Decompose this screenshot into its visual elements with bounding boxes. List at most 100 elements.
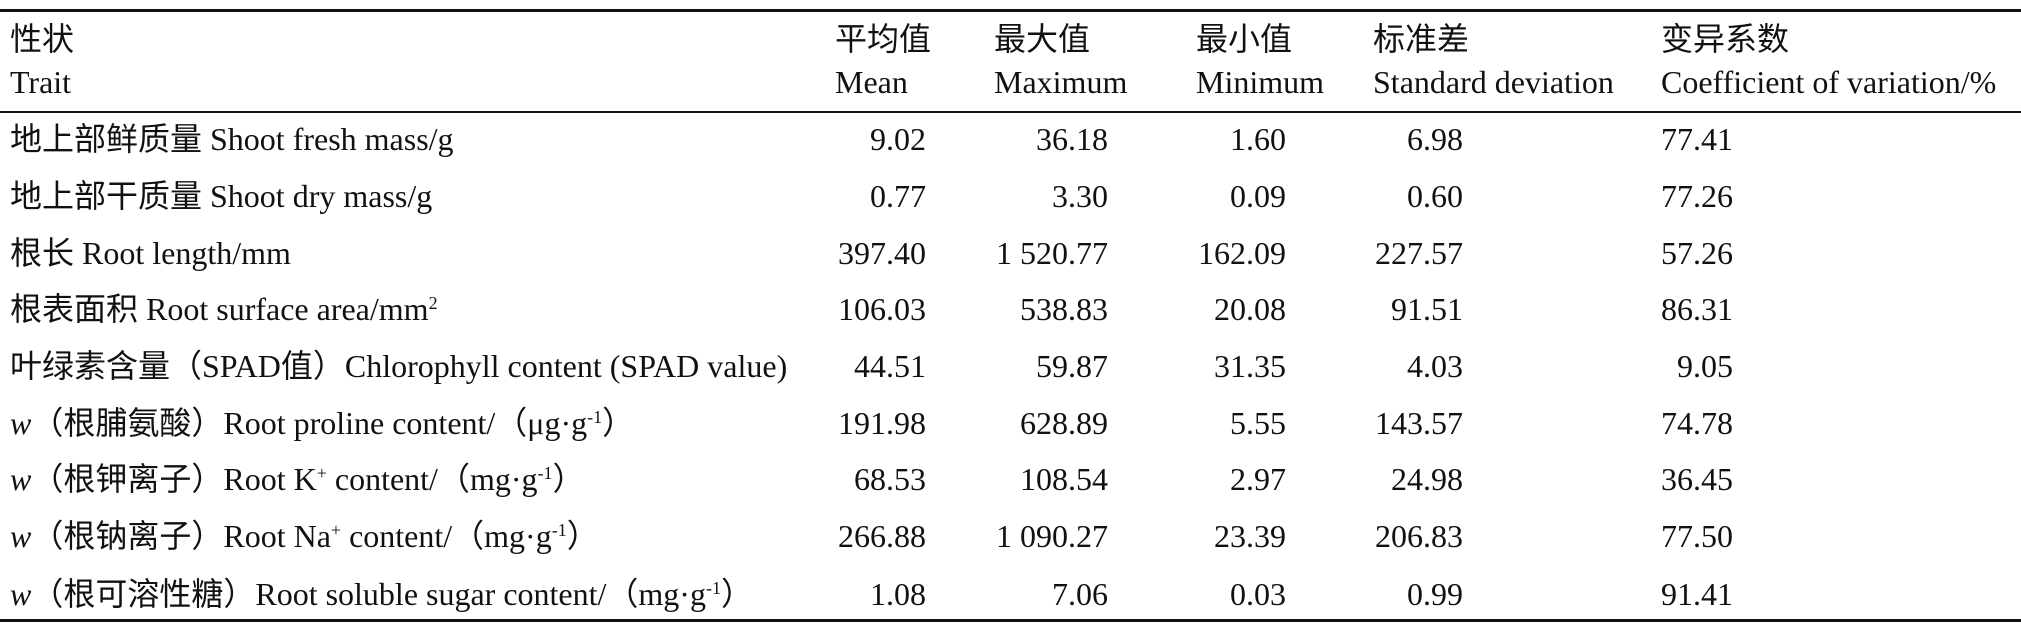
- cv-value: 77.41: [1661, 121, 1733, 157]
- std-value: 206.83: [1375, 518, 1463, 554]
- cv-value: 77.26: [1661, 178, 1733, 214]
- minimum-value: 31.35: [1214, 348, 1286, 384]
- trait-text: 根表面积 Root surface area/mm: [10, 291, 429, 327]
- header-cv-zh: 变异系数: [1661, 21, 1790, 57]
- trait-superscript: +: [316, 463, 327, 483]
- mean-value: 266.88: [838, 518, 926, 554]
- header-mean-zh: 平均值: [835, 21, 932, 57]
- maximum-value: 3.30: [1052, 178, 1108, 214]
- header-row-en: Trait Mean Maximum Minimum Standard devi…: [0, 62, 2021, 102]
- std-value: 227.57: [1375, 235, 1463, 271]
- trait-text-tail: ）: [602, 405, 635, 441]
- trait-cell: 地上部干质量 Shoot dry mass/g: [10, 176, 432, 216]
- trait-text: （根钾离子）Root K: [31, 461, 317, 497]
- mean-value: 9.02: [870, 121, 926, 157]
- trait-cell: 根长 Root length/mm: [10, 233, 291, 273]
- table-row: w（根钠离子）Root Na+ content/（mg·g-1） 266.88 …: [0, 516, 2021, 556]
- maximum-value: 628.89: [1020, 405, 1108, 441]
- maximum-value: 59.87: [1036, 348, 1108, 384]
- cv-value: 36.45: [1661, 461, 1733, 497]
- trait-text: content/（mg·g: [326, 461, 538, 497]
- table-row: 地上部鲜质量 Shoot fresh mass/g 9.02 36.18 1.6…: [0, 119, 2021, 159]
- trait-variable: w: [10, 461, 32, 497]
- minimum-value: 2.97: [1230, 461, 1286, 497]
- header-minimum-en: Minimum: [1196, 64, 1325, 100]
- std-value: 91.51: [1391, 291, 1463, 327]
- cv-value: 9.05: [1677, 348, 1733, 384]
- header-minimum-zh: 最小值: [1196, 21, 1293, 57]
- trait-superscript: -1: [551, 520, 567, 540]
- maximum-value: 7.06: [1052, 576, 1108, 612]
- maximum-value: 1 090.27: [996, 518, 1108, 554]
- header-cv-en: Coefficient of variation/%: [1661, 64, 1997, 100]
- trait-text: （根脯氨酸）Root proline content/（μg·g: [31, 405, 588, 441]
- bottom-rule: [0, 619, 2021, 622]
- trait-cell: 地上部鲜质量 Shoot fresh mass/g: [10, 119, 454, 159]
- std-value: 4.03: [1407, 348, 1463, 384]
- header-rule: [0, 111, 2021, 113]
- trait-variable: w: [10, 576, 32, 612]
- trait-text: content/（mg·g: [341, 518, 552, 554]
- maximum-value: 538.83: [1020, 291, 1108, 327]
- std-value: 0.60: [1407, 178, 1463, 214]
- table-row: w（根钾离子）Root K+ content/（mg·g-1） 68.53 10…: [0, 459, 2021, 499]
- maximum-value: 108.54: [1020, 461, 1108, 497]
- table-row: 根表面积 Root surface area/mm2 106.03 538.83…: [0, 289, 2021, 329]
- trait-cell: w（根钠离子）Root Na+ content/（mg·g-1）: [10, 516, 599, 556]
- cv-value: 74.78: [1661, 405, 1733, 441]
- minimum-value: 1.60: [1230, 121, 1286, 157]
- header-row-zh: 性状 平均值 最大值 最小值 标准差 变异系数: [0, 19, 2021, 59]
- trait-text: （根钠离子）Root Na: [31, 518, 331, 554]
- trait-text: 根长 Root length/mm: [10, 235, 291, 271]
- header-std-zh: 标准差: [1373, 21, 1470, 57]
- trait-variable: w: [10, 518, 32, 554]
- trait-cell: 根表面积 Root surface area/mm2: [10, 289, 438, 329]
- table-row: 根长 Root length/mm 397.40 1 520.77 162.09…: [0, 233, 2021, 273]
- minimum-value: 20.08: [1214, 291, 1286, 327]
- mean-value: 68.53: [854, 461, 926, 497]
- trait-text: （根可溶性糖）Root soluble sugar content/（mg·g: [31, 576, 706, 612]
- table-row: 地上部干质量 Shoot dry mass/g 0.77 3.30 0.09 0…: [0, 176, 2021, 216]
- mean-value: 1.08: [870, 576, 926, 612]
- trait-variable: w: [10, 405, 32, 441]
- trait-text: 叶绿素含量（SPAD值）Chlorophyll content (SPAD va…: [10, 348, 788, 384]
- trait-text-tail: ）: [566, 518, 599, 554]
- std-value: 143.57: [1375, 405, 1463, 441]
- cv-value: 77.50: [1661, 518, 1733, 554]
- std-value: 0.99: [1407, 576, 1463, 612]
- cv-value: 86.31: [1661, 291, 1733, 327]
- minimum-value: 5.55: [1230, 405, 1286, 441]
- trait-cell: 叶绿素含量（SPAD值）Chlorophyll content (SPAD va…: [10, 346, 787, 386]
- top-rule: [0, 9, 2021, 12]
- maximum-value: 1 520.77: [996, 235, 1108, 271]
- table-row: 叶绿素含量（SPAD值）Chlorophyll content (SPAD va…: [0, 346, 2021, 386]
- std-value: 24.98: [1391, 461, 1463, 497]
- mean-value: 106.03: [838, 291, 926, 327]
- header-trait-zh: 性状: [10, 21, 75, 57]
- mean-value: 397.40: [838, 235, 926, 271]
- trait-superscript: +: [330, 520, 342, 540]
- trait-text: 地上部鲜质量 Shoot fresh mass/g: [10, 121, 454, 157]
- minimum-value: 0.09: [1230, 178, 1286, 214]
- mean-value: 44.51: [854, 348, 926, 384]
- header-trait-en: Trait: [10, 64, 72, 100]
- trait-text-tail: ）: [552, 461, 585, 497]
- table-row: w（根可溶性糖）Root soluble sugar content/（mg·g…: [0, 574, 2021, 614]
- trait-superscript: -1: [705, 578, 721, 598]
- trait-superscript: -1: [537, 463, 553, 483]
- trait-text-tail: ）: [720, 576, 753, 612]
- trait-cell: w（根脯氨酸）Root proline content/（μg·g-1）: [10, 403, 634, 443]
- maximum-value: 36.18: [1036, 121, 1108, 157]
- mean-value: 0.77: [870, 178, 926, 214]
- trait-superscript: -1: [587, 407, 603, 427]
- minimum-value: 162.09: [1198, 235, 1286, 271]
- cv-value: 57.26: [1661, 235, 1733, 271]
- trait-cell: w（根可溶性糖）Root soluble sugar content/（mg·g…: [10, 574, 753, 614]
- trait-superscript: 2: [428, 293, 438, 313]
- minimum-value: 23.39: [1214, 518, 1286, 554]
- header-mean-en: Mean: [835, 64, 908, 100]
- header-maximum-en: Maximum: [994, 64, 1128, 100]
- mean-value: 191.98: [838, 405, 926, 441]
- std-value: 6.98: [1407, 121, 1463, 157]
